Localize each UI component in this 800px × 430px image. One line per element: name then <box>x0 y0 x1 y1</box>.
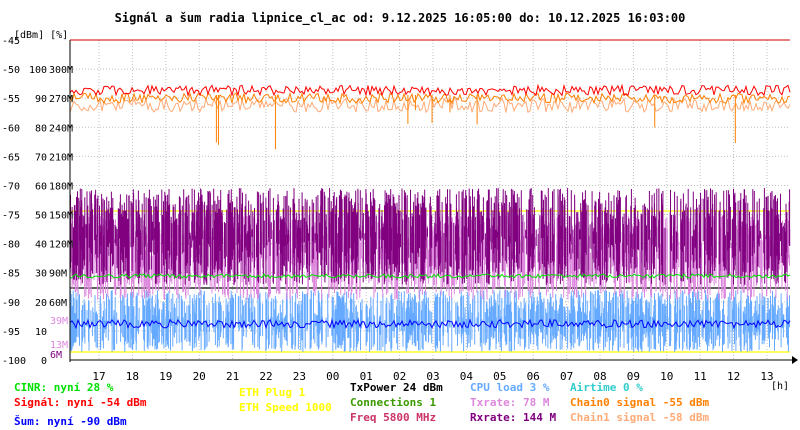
y-dbm-tick-label: -70 <box>2 181 20 192</box>
legend-airtime: Airtime 0 % <box>570 381 643 394</box>
legend-rxrate: Rxrate: 144 M <box>470 411 557 424</box>
y-pct-tick-label: 80 <box>35 123 47 134</box>
x-tick-label: 20 <box>193 370 206 383</box>
y-rate-tick-label: 270M <box>49 94 73 105</box>
y-dbm-tick-label: -55 <box>2 94 20 105</box>
legend-eth-speed: ETH Speed 1000 <box>239 401 332 414</box>
legend-eth-plug: ETH Plug 1 <box>239 386 306 399</box>
axes <box>69 39 798 364</box>
y-pct-tick-label: 100 <box>29 65 47 76</box>
x-tick-label: 04 <box>460 370 474 383</box>
x-tick-label: 03 <box>426 370 439 383</box>
chart-title: Signál a šum radia lipnice_cl_ac od: 9.1… <box>114 11 686 25</box>
y-rate-tick-label: 210M <box>49 152 73 163</box>
axis-labels: -45-50 100 300M-55 90 270M-60 80 240M-65 70 210M… <box>2 36 789 392</box>
legend-freq: Freq 5800 MHz <box>350 411 437 424</box>
x-tick-label: 00 <box>326 370 339 383</box>
y-pct-tick-label: 90 <box>35 94 47 105</box>
rate-mark-label: 6M <box>50 350 62 361</box>
y-pct-tick-label: 10 <box>35 327 47 338</box>
y-units-label: [dBm] [%] <box>14 30 69 41</box>
legend-txpower: TxPower 24 dBm <box>350 381 443 394</box>
cpu-load-band <box>70 290 790 352</box>
legend-chain0: Chain0 signal -55 dBm <box>570 396 710 409</box>
y-pct-tick-label: 50 <box>35 211 47 222</box>
y-dbm-tick-label: -60 <box>2 123 20 134</box>
x-tick-label: 05 <box>493 370 506 383</box>
y-pct-tick-label: 60 <box>35 181 47 192</box>
legend-cinr: CINR: nyní 28 % <box>14 381 114 394</box>
y-rate-tick-label: 60M <box>49 298 67 309</box>
x-tick-label: 13 <box>760 370 773 383</box>
y-pct-tick-label: 30 <box>35 269 47 280</box>
rate-mark-label: 13M <box>50 340 68 351</box>
y-dbm-tick-label: -80 <box>2 240 20 251</box>
y-dbm-tick-label: -100 <box>2 356 26 367</box>
y-dbm-tick-label: -85 <box>2 269 20 280</box>
y-rate-tick-label: 300M <box>49 65 73 76</box>
y-dbm-tick-label: -65 <box>2 152 20 163</box>
x-tick-label: 12 <box>727 370 740 383</box>
y-dbm-tick-label: -90 <box>2 298 20 309</box>
rxrate-band <box>69 188 791 285</box>
legend-txrate: Txrate: 78 M <box>470 396 550 409</box>
y-dbm-tick-label: -75 <box>2 211 20 222</box>
rate-mark-label: 39M <box>50 316 68 327</box>
x-axis-unit: [h] <box>771 381 789 392</box>
y-rate-tick-label: 240M <box>49 123 73 134</box>
y-pct-tick-label: 20 <box>35 298 47 309</box>
y-pct-tick-label: 40 <box>35 240 47 251</box>
x-tick-label: 11 <box>694 370 707 383</box>
legend-signal: Signál: nyní -54 dBm <box>14 396 147 409</box>
series-group <box>69 83 791 353</box>
legend-cpu: CPU load 3 % <box>470 381 550 394</box>
y-rate-tick-label: 90M <box>49 269 67 280</box>
x-tick-label: 08 <box>593 370 606 383</box>
legend-chain1: Chain1 signal -58 dBm <box>570 411 710 424</box>
x-tick-label: 19 <box>159 370 172 383</box>
x-tick-label: 06 <box>527 370 540 383</box>
legend-connections: Connections 1 <box>350 396 437 409</box>
y-dbm-tick-label: -50 <box>2 65 20 76</box>
x-tick-label: 18 <box>126 370 139 383</box>
x-tick-label: 09 <box>627 370 640 383</box>
cinr-line <box>70 273 791 279</box>
legend-noise: Šum: nyní -90 dBm <box>14 415 127 428</box>
y-dbm-tick-label: -45 <box>2 36 20 47</box>
x-tick-label: 21 <box>226 370 239 383</box>
x-tick-label: 02 <box>393 370 406 383</box>
y-rate-tick-label: 120M <box>49 240 73 251</box>
x-tick-label: 23 <box>293 370 306 383</box>
noise-line <box>69 318 791 330</box>
x-axis-arrow <box>792 356 798 364</box>
x-tick-label: 10 <box>660 370 673 383</box>
x-tick-label: 01 <box>360 370 373 383</box>
y-rate-tick-label: 180M <box>49 181 73 192</box>
signal-line <box>69 83 791 98</box>
y-dbm-tick-label: -95 <box>2 327 20 338</box>
y-rate-tick-label: 150M <box>49 211 73 222</box>
x-tick-label: 17 <box>92 370 105 383</box>
y-pct-tick-label: 0 <box>41 356 47 367</box>
x-tick-label: 22 <box>259 370 272 383</box>
chain1-signal-line <box>69 97 791 114</box>
y-pct-tick-label: 70 <box>35 152 47 163</box>
x-tick-label: 07 <box>560 370 573 383</box>
